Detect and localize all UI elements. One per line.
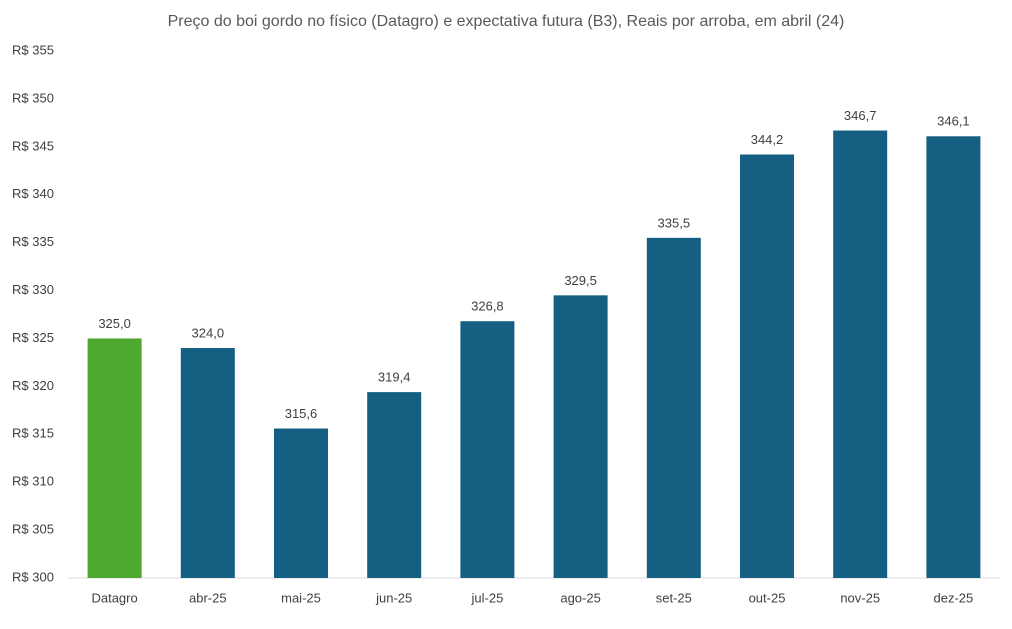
data-label: 315,6: [285, 406, 318, 421]
y-tick-label: R$ 320: [12, 378, 54, 393]
data-label: 324,0: [192, 325, 225, 340]
x-tick-label: jul-25: [471, 590, 504, 605]
bar: [367, 392, 422, 578]
y-tick-label: R$ 310: [12, 474, 54, 489]
data-label: 346,1: [937, 114, 970, 129]
data-label: 329,5: [564, 273, 597, 288]
data-label: 319,4: [378, 370, 411, 385]
x-tick-label: nov-25: [840, 590, 880, 605]
bar: [460, 321, 515, 578]
y-tick-label: R$ 315: [12, 426, 54, 441]
y-tick-label: R$ 335: [12, 234, 54, 249]
bar: [274, 428, 328, 578]
data-label: 325,0: [98, 316, 131, 331]
bar: [833, 130, 888, 578]
x-tick-label: dez-25: [934, 590, 974, 605]
x-tick-label: set-25: [656, 590, 692, 605]
x-tick-label: mai-25: [281, 590, 321, 605]
data-label: 326,8: [471, 299, 504, 314]
y-tick-label: R$ 345: [12, 138, 54, 153]
bar: [926, 136, 981, 578]
data-label: 335,5: [658, 215, 691, 230]
y-tick-label: R$ 355: [12, 42, 54, 57]
bar: [740, 154, 794, 578]
x-tick-label: Datagro: [91, 590, 137, 605]
y-tick-label: R$ 300: [12, 569, 54, 584]
bar: [87, 338, 142, 578]
y-tick-label: R$ 350: [12, 90, 54, 105]
x-tick-label: out-25: [749, 590, 786, 605]
y-tick-label: R$ 305: [12, 522, 54, 537]
data-label: 346,7: [844, 108, 877, 123]
data-label: 344,2: [751, 132, 784, 147]
y-tick-label: R$ 330: [12, 282, 54, 297]
x-tick-label: ago-25: [560, 590, 600, 605]
bar: [646, 237, 701, 578]
x-tick-label: jun-25: [375, 590, 412, 605]
chart-title: Preço do boi gordo no físico (Datagro) e…: [168, 13, 845, 30]
x-tick-label: abr-25: [189, 590, 227, 605]
bar: [180, 348, 235, 578]
y-tick-label: R$ 340: [12, 186, 54, 201]
bar: [553, 295, 608, 578]
y-tick-label: R$ 325: [12, 330, 54, 345]
